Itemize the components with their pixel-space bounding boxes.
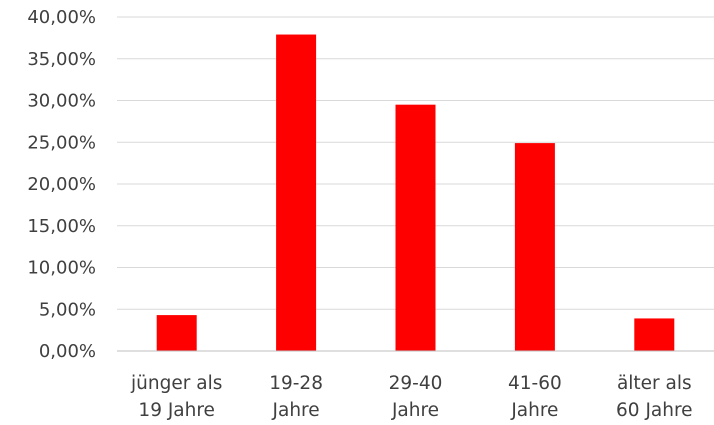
x-category-label-line: 60 Jahre (616, 400, 693, 421)
y-axis-tick-labels: 0,00% 5,00% 10,00% 15,00% 20,00% 25,00% 30,00%… (27, 7, 96, 362)
x-category-label-line: Jahre (510, 400, 558, 421)
x-category-label-line: Jahre (391, 400, 439, 421)
bar (156, 315, 197, 351)
x-category-label-line: jünger als (130, 373, 222, 394)
bar (634, 318, 675, 351)
x-category-label-line: 29-40 (389, 373, 443, 394)
bars (156, 34, 675, 351)
x-category-label: 41-60 Jahre (508, 373, 562, 421)
x-category-label: älter als 60 Jahre (616, 373, 693, 421)
x-category-label-line: 19-28 (269, 373, 323, 394)
bar (395, 104, 436, 351)
x-category-label: 29-40 Jahre (389, 373, 443, 421)
bar (514, 143, 555, 351)
y-tick-label: 30,00% (27, 91, 96, 112)
y-tick-label: 10,00% (27, 258, 96, 279)
x-category-label: 19-28 Jahre (269, 373, 323, 421)
x-category-label-line: älter als (617, 373, 692, 394)
x-category-label-line: 19 Jahre (138, 400, 215, 421)
bar (276, 34, 317, 351)
x-category-label: jünger als 19 Jahre (130, 373, 222, 421)
y-tick-label: 20,00% (27, 174, 96, 195)
y-tick-label: 5,00% (39, 299, 96, 320)
y-tick-label: 25,00% (27, 132, 96, 153)
y-tick-label: 40,00% (27, 7, 96, 28)
y-tick-label: 15,00% (27, 216, 96, 237)
x-category-label-line: 41-60 (508, 373, 562, 394)
y-tick-label: 0,00% (39, 341, 96, 362)
y-tick-label: 35,00% (27, 49, 96, 70)
x-category-label-line: Jahre (272, 400, 320, 421)
